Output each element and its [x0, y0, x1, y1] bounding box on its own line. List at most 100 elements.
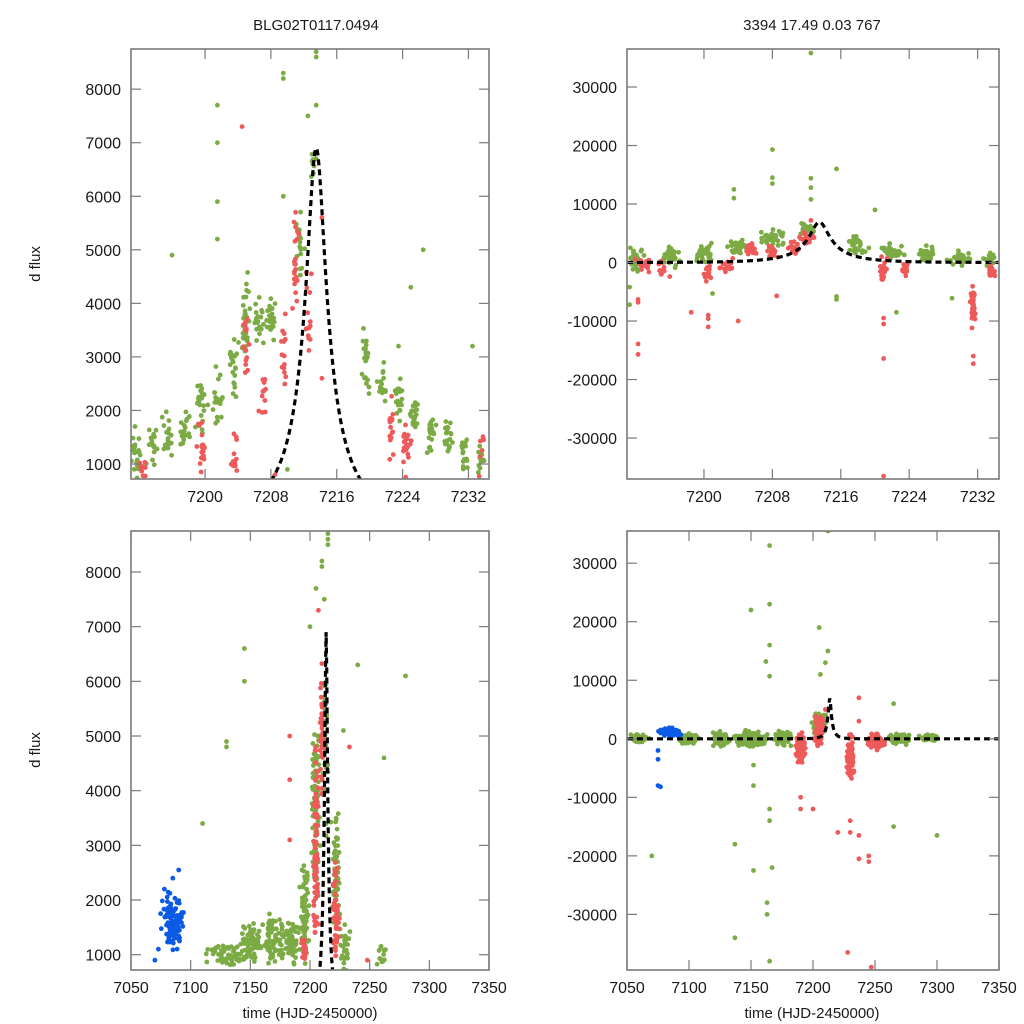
data-point	[243, 347, 249, 353]
data-point	[659, 271, 665, 276]
data-point	[272, 301, 278, 306]
data-point	[903, 273, 909, 279]
data-point	[769, 865, 775, 870]
data-point	[688, 309, 694, 315]
data-point	[297, 239, 303, 245]
data-point	[271, 337, 277, 343]
data-point	[894, 309, 899, 315]
data-point	[693, 736, 698, 742]
data-point	[987, 250, 993, 256]
data-point	[258, 314, 264, 320]
data-point	[334, 933, 340, 939]
data-point	[242, 334, 247, 340]
data-point	[395, 386, 401, 392]
data-point	[270, 940, 275, 945]
data-point	[731, 187, 737, 192]
model-curve	[627, 220, 999, 265]
y-tick-label: 10000	[573, 673, 618, 690]
data-point	[164, 894, 170, 900]
data-point	[254, 315, 259, 321]
data-point	[292, 238, 298, 244]
data-point	[159, 898, 165, 904]
data-point	[732, 247, 738, 253]
data-point	[243, 294, 249, 300]
data-point	[292, 269, 297, 274]
data-point	[847, 757, 853, 763]
data-point	[307, 624, 313, 630]
data-point	[770, 227, 776, 232]
data-point	[180, 431, 186, 437]
data-point	[971, 297, 976, 303]
data-point	[246, 342, 252, 347]
data-point	[227, 362, 233, 368]
data-point	[315, 823, 321, 829]
data-point	[971, 304, 977, 309]
data-point	[203, 951, 209, 957]
data-point	[748, 246, 753, 251]
data-point	[388, 424, 393, 430]
data-point	[476, 473, 482, 479]
data-point	[287, 733, 293, 739]
data-point	[853, 245, 858, 251]
data-point	[443, 419, 449, 424]
data-point	[881, 473, 886, 479]
data-point	[239, 124, 245, 129]
data-point	[252, 955, 258, 960]
data-point	[738, 242, 743, 248]
data-point	[706, 252, 712, 258]
data-point	[331, 903, 336, 909]
data-point	[408, 438, 414, 444]
data-point	[234, 944, 240, 950]
data-point	[882, 248, 888, 254]
data-point	[818, 720, 824, 726]
data-point	[808, 185, 814, 191]
data-point	[929, 250, 935, 256]
data-point	[378, 956, 384, 962]
data-point	[314, 804, 319, 810]
data-point	[312, 748, 318, 753]
data-point	[779, 233, 785, 239]
data-point	[364, 353, 369, 358]
data-point	[755, 729, 761, 735]
data-point	[137, 452, 143, 458]
data-point	[834, 166, 839, 172]
data-point	[763, 659, 769, 664]
x-tick-label: 7200	[187, 489, 223, 506]
data-point	[316, 607, 321, 613]
data-point	[705, 312, 711, 318]
data-point	[261, 380, 267, 385]
data-point	[813, 717, 819, 723]
plot-frame	[626, 530, 1000, 971]
data-point	[736, 739, 742, 745]
data-point	[333, 835, 339, 841]
data-point	[445, 448, 451, 454]
y-tick-label: -10000	[567, 314, 617, 331]
data-point	[389, 416, 395, 422]
data-point	[818, 672, 823, 677]
data-point	[321, 596, 327, 602]
data-point	[243, 362, 249, 367]
data-point	[635, 299, 641, 305]
data-point	[297, 272, 303, 278]
data-point	[165, 438, 171, 444]
data-point	[847, 830, 853, 835]
data-point	[172, 895, 178, 901]
data-point	[282, 381, 288, 387]
data-point	[767, 642, 772, 648]
data-point	[874, 740, 880, 746]
data-point	[695, 252, 700, 258]
data-point	[136, 436, 142, 442]
data-point	[131, 466, 137, 472]
data-point	[700, 247, 705, 253]
data-point	[258, 944, 264, 950]
data-point	[319, 375, 325, 381]
data-point	[771, 250, 777, 256]
x-tick-label: 7250	[857, 980, 893, 997]
data-point	[916, 251, 922, 257]
data-point	[239, 931, 245, 936]
data-point	[847, 818, 853, 824]
data-point	[333, 944, 338, 950]
data-point	[319, 711, 325, 717]
data-point	[397, 418, 403, 424]
data-point	[273, 932, 279, 938]
